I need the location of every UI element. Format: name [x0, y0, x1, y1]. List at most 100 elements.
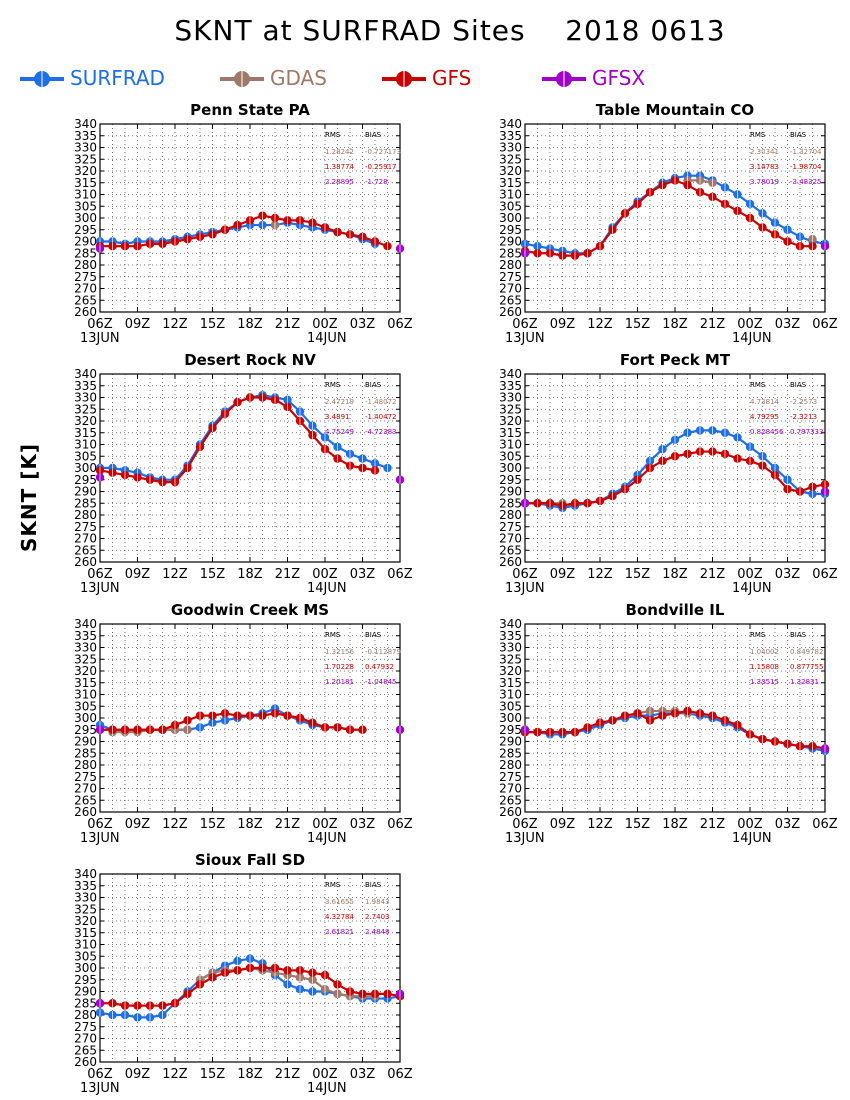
y-tick-label: 330	[74, 141, 97, 155]
y-tick-label: 310	[499, 438, 522, 452]
x-tick-label: 03Z	[350, 1067, 376, 1082]
y-tick-label: 335	[499, 129, 522, 143]
y-tick-label: 315	[499, 426, 522, 440]
x-tick-label: 18Z	[237, 1067, 263, 1082]
y-tick-label: 260	[499, 805, 522, 819]
stats-rms-value: 3.14783	[750, 163, 779, 171]
y-tick-label: 285	[499, 246, 522, 260]
series-gfsx	[520, 487, 830, 508]
y-tick-label: 270	[499, 782, 522, 796]
y-tick-label: 310	[499, 688, 522, 702]
stats-rms-value: 2.30341	[750, 148, 779, 156]
y-tick-label: 275	[74, 770, 97, 784]
y-tick-label: 330	[499, 391, 522, 405]
stats-rms-value: 1.70228	[325, 663, 354, 671]
x-tick-label: 15Z	[200, 567, 226, 582]
stats-bias-header: BIAS	[790, 381, 807, 389]
y-tick-label: 295	[499, 723, 522, 737]
series-gfs	[520, 706, 830, 753]
y-tick-label: 275	[499, 270, 522, 284]
date-label-start: 13JUN	[80, 831, 120, 846]
date-label-start: 13JUN	[505, 581, 545, 596]
y-tick-label: 305	[499, 449, 522, 463]
y-tick-label: 335	[74, 879, 97, 893]
y-tick-label: 285	[499, 746, 522, 760]
stats-bias-value: -1.40472	[365, 413, 396, 421]
y-tick-label: 315	[499, 176, 522, 190]
y-tick-label: 285	[499, 496, 522, 510]
series-gfs	[95, 393, 380, 487]
y-tick-label: 310	[74, 188, 97, 202]
x-tick-label: 06Z	[387, 817, 413, 832]
y-tick-label: 260	[499, 305, 522, 319]
legend: SURFRAD GDAS GFS GFSX	[0, 62, 850, 98]
y-tick-label: 325	[499, 152, 522, 166]
panel-title: Penn State PA	[190, 101, 310, 119]
x-tick-label: 15Z	[625, 817, 651, 832]
y-tick-label: 270	[74, 782, 97, 796]
panel-title: Bondville IL	[626, 601, 725, 619]
x-tick-label: 18Z	[662, 817, 688, 832]
stats-bias-value: 0.877755	[790, 663, 823, 671]
stats-rms-header: RMS	[325, 381, 341, 389]
y-tick-label: 295	[499, 473, 522, 487]
y-tick-label: 320	[74, 414, 97, 428]
y-tick-label: 315	[74, 176, 97, 190]
x-tick-label: 06Z	[387, 567, 413, 582]
stats-rms-value: 1.04002	[750, 648, 779, 656]
date-label-next: 14JUN	[307, 331, 347, 346]
series-gdas	[683, 176, 816, 243]
y-tick-label: 310	[499, 188, 522, 202]
x-tick-label: 15Z	[625, 317, 651, 332]
y-tick-label: 340	[499, 367, 522, 381]
stats-rms-header: RMS	[750, 631, 766, 639]
y-tick-label: 340	[74, 117, 97, 131]
y-tick-label: 300	[499, 211, 522, 225]
y-tick-label: 280	[74, 258, 97, 272]
series-gfsx	[95, 989, 405, 1008]
y-tick-label: 295	[499, 223, 522, 237]
y-tick-label: 305	[499, 199, 522, 213]
date-label-next: 14JUN	[307, 831, 347, 846]
stats-rms-value: 2.47219	[325, 398, 354, 406]
stats-bias-value: -3.48325	[790, 178, 821, 186]
y-tick-label: 280	[499, 508, 522, 522]
series-gfsx	[95, 725, 405, 734]
stats-rms-value: 1.33515	[750, 678, 779, 686]
stats-rms-header: RMS	[750, 131, 766, 139]
y-tick-label: 265	[74, 793, 97, 807]
y-tick-label: 280	[74, 758, 97, 772]
stats-rms-header: RMS	[325, 881, 341, 889]
y-tick-label: 320	[74, 164, 97, 178]
y-tick-label: 260	[74, 305, 97, 319]
legend-marker-icon	[382, 71, 426, 87]
series-line	[100, 712, 363, 731]
x-tick-label: 18Z	[237, 317, 263, 332]
x-tick-label: 21Z	[275, 317, 301, 332]
stats-bias-value: -1.32704	[790, 148, 822, 156]
x-tick-label: 12Z	[162, 817, 188, 832]
y-tick-label: 290	[74, 235, 97, 249]
date-label-start: 13JUN	[80, 331, 120, 346]
x-tick-label: 21Z	[275, 1067, 301, 1082]
x-tick-label: 15Z	[200, 817, 226, 832]
y-tick-label: 330	[499, 641, 522, 655]
x-tick-label: 09Z	[550, 317, 576, 332]
x-tick-label: 00Z	[312, 1067, 338, 1082]
y-tick-label: 325	[499, 402, 522, 416]
x-tick-label: 03Z	[775, 317, 801, 332]
y-tick-label: 260	[499, 555, 522, 569]
y-tick-label: 305	[74, 949, 97, 963]
series-gfsx	[520, 242, 830, 258]
x-tick-label: 06Z	[512, 817, 538, 832]
series-gfsx	[95, 244, 405, 253]
y-tick-label: 330	[74, 891, 97, 905]
y-tick-label: 325	[74, 652, 97, 666]
y-tick-label: 285	[74, 246, 97, 260]
y-tick-label: 335	[74, 629, 97, 643]
y-tick-label: 270	[499, 282, 522, 296]
stats-rms-value: 0.828456	[750, 428, 784, 436]
y-tick-label: 290	[74, 985, 97, 999]
y-tick-label: 305	[74, 199, 97, 213]
stats-bias-value: 2.7403	[365, 913, 390, 921]
